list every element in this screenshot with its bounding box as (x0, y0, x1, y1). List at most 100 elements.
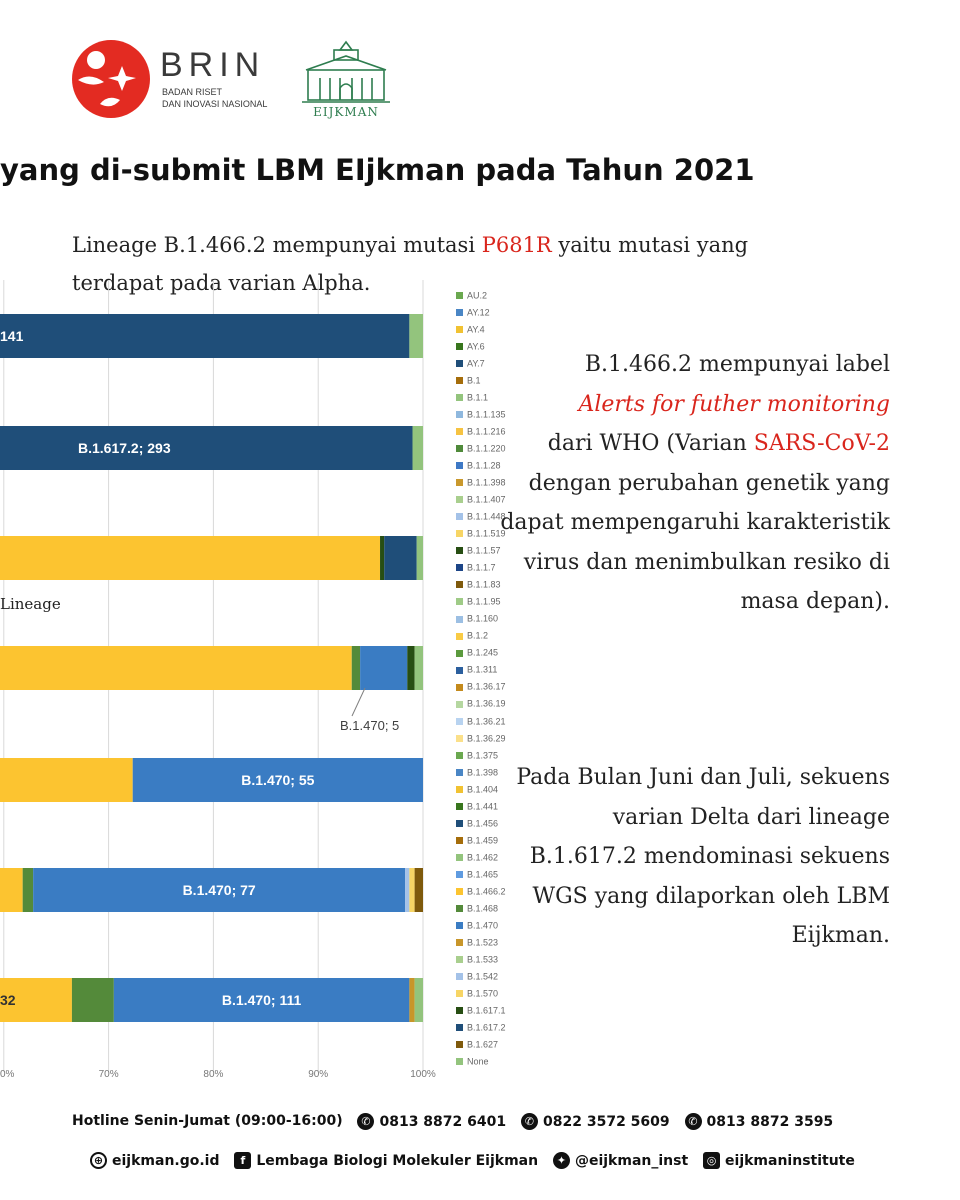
legend-swatch (456, 666, 463, 674)
bar-segment-B.1.466.2 (0, 868, 23, 912)
legend-label: AY.12 (467, 307, 490, 318)
legend-label: B.1.1.135 (467, 409, 506, 420)
legend-swatch (456, 1041, 463, 1048)
x-tick-label: 0% (0, 1069, 15, 1080)
legend-item: B.1.36.21 (456, 716, 506, 733)
legend-label: B.1.1.398 (467, 477, 506, 488)
legend-item: B.1.462 (456, 852, 498, 869)
legend-swatch (456, 343, 463, 351)
eijkman-wordmark: EIJKMAN (313, 105, 379, 119)
bar-segment-B.1.470 (132, 758, 424, 802)
bar-segment-B.1.470 (360, 646, 408, 690)
bar-segment-B.1.627 (414, 868, 423, 912)
brin-subtitle-line2: DAN INOVASI NASIONAL (162, 99, 268, 109)
legend-swatch (456, 377, 463, 385)
bar-segment-B.1.468 (351, 646, 361, 690)
legend-item: B.1.160 (456, 613, 498, 630)
globe-icon: ⊕ (90, 1152, 107, 1169)
legend-label: B.1.617.2 (467, 1022, 506, 1033)
bar-segment-B.1.617.2 (0, 314, 410, 358)
legend-label: B.1.1.7 (467, 562, 496, 573)
phone-1[interactable]: ✆ 0813 8872 6401 (357, 1113, 506, 1130)
legend-label: B.1.36.19 (467, 699, 506, 710)
legend-item: B.1.1.407 (456, 494, 506, 511)
legend-swatch (456, 360, 463, 368)
legend-label: AY.6 (467, 341, 485, 352)
legend-label: B.1.1.216 (467, 426, 506, 437)
legend-swatch (456, 445, 463, 453)
legend-item: B.1.441 (456, 801, 498, 818)
legend-swatch (456, 683, 463, 691)
data-label: B.1.617.2; 293 (78, 440, 171, 456)
legend-label: B.1.470 (467, 920, 499, 931)
data-label: B.1.470; 5 (340, 718, 399, 733)
legend-item: B.1.542 (456, 971, 498, 988)
instagram-link[interactable]: ◎ eijkmaninstitute (703, 1152, 855, 1169)
legend-item: AY.7 (456, 358, 485, 375)
twitter-link[interactable]: ✦ @eijkman_inst (552, 1152, 688, 1169)
legend-swatch (456, 292, 463, 300)
legend-item: B.1.404 (456, 784, 498, 801)
legend-item: B.1.36.17 (456, 681, 506, 698)
legend-swatch (456, 326, 463, 334)
bar-segment-B.1.466.2 (0, 758, 133, 802)
bar-segment-None (416, 536, 423, 580)
note-who-label: B.1.466.2 mempunyai label Alerts for futh… (500, 345, 890, 622)
legend-swatch (456, 853, 463, 861)
legend-swatch (456, 615, 463, 623)
bar-segment-B.1.570 (409, 868, 415, 912)
facebook-link[interactable]: f Lembaga Biologi Molekuler Eijkman (234, 1152, 538, 1169)
legend-item: B.1.627 (456, 1039, 498, 1056)
phone-2[interactable]: ✆ 0822 3572 5609 (521, 1113, 670, 1130)
bar-segment-B.1.470 (33, 868, 406, 912)
data-label: B.1.470; 77 (183, 882, 256, 898)
legend-label: B.1.160 (467, 614, 499, 624)
legend-swatch (456, 547, 463, 555)
legend-item: B.1.1.57 (456, 545, 501, 562)
legend-item: B.1.570 (456, 988, 498, 1005)
legend-item: None (456, 1056, 489, 1073)
footer-social-row: ⊕ eijkman.go.id f Lembaga Biologi Molekule… (90, 1152, 865, 1169)
whatsapp-icon: ✆ (684, 1113, 702, 1130)
legend-swatch (456, 632, 463, 640)
bar-segment-B.1.542 (405, 868, 410, 912)
legend-swatch (456, 598, 463, 606)
legend-item: B.1.375 (456, 750, 498, 767)
legend-label: B.1.533 (467, 954, 499, 965)
legend-item: B.1.1.7 (456, 562, 496, 579)
legend-label: B.1.398 (467, 767, 499, 778)
chart-annotation: Lineage (0, 595, 61, 613)
x-tick-label: 70% (99, 1069, 119, 1080)
legend-label: AU.2 (467, 290, 488, 301)
legend-label: B.1.311 (467, 665, 498, 676)
legend-label: B.1.1.57 (467, 545, 501, 556)
legend-label: B.1.465 (467, 869, 499, 880)
legend-label: B.1.36.17 (467, 682, 506, 693)
bar-segment-B.1.466.2 (0, 646, 352, 690)
legend-label: B.1.468 (467, 903, 499, 914)
whatsapp-icon: ✆ (357, 1113, 375, 1130)
legend-label: B.1 (467, 375, 481, 386)
legend-swatch (456, 870, 463, 878)
legend-label: B.1.1.519 (467, 528, 506, 539)
brin-wordmark: BRIN (160, 46, 266, 84)
data-label: B.1.470; 111 (222, 992, 302, 1008)
bar-segment-B.1.466.2 (0, 978, 72, 1022)
legend-item: B.1.1.448 (456, 511, 506, 528)
legend-item: AY.6 (456, 341, 485, 358)
legend-swatch (456, 734, 463, 742)
legend-swatch (456, 989, 463, 997)
x-tick-label: 80% (203, 1069, 223, 1080)
legend-item: B.1 (456, 375, 481, 392)
lineage-stacked-bar-chart: 141 B.1.617.2; 293 Lineage B.1.470; 5 B.1.47… (0, 280, 436, 1080)
bar-segment-None (409, 314, 423, 358)
legend-item: B.1.36.29 (456, 733, 506, 750)
legend-item: B.1.1 (456, 392, 488, 409)
legend-swatch (456, 700, 463, 708)
bar-segment-B.1.468 (71, 978, 114, 1022)
note1-line1: B.1.466.2 mempunyai label (584, 352, 890, 377)
phone-3[interactable]: ✆ 0813 8872 3595 (684, 1113, 833, 1130)
intro-part1: Lineage B.1.466.2 mempunyai mutasi (72, 233, 482, 257)
legend-label: B.1.1.83 (467, 579, 501, 590)
website-link[interactable]: ⊕ eijkman.go.id (90, 1152, 220, 1169)
